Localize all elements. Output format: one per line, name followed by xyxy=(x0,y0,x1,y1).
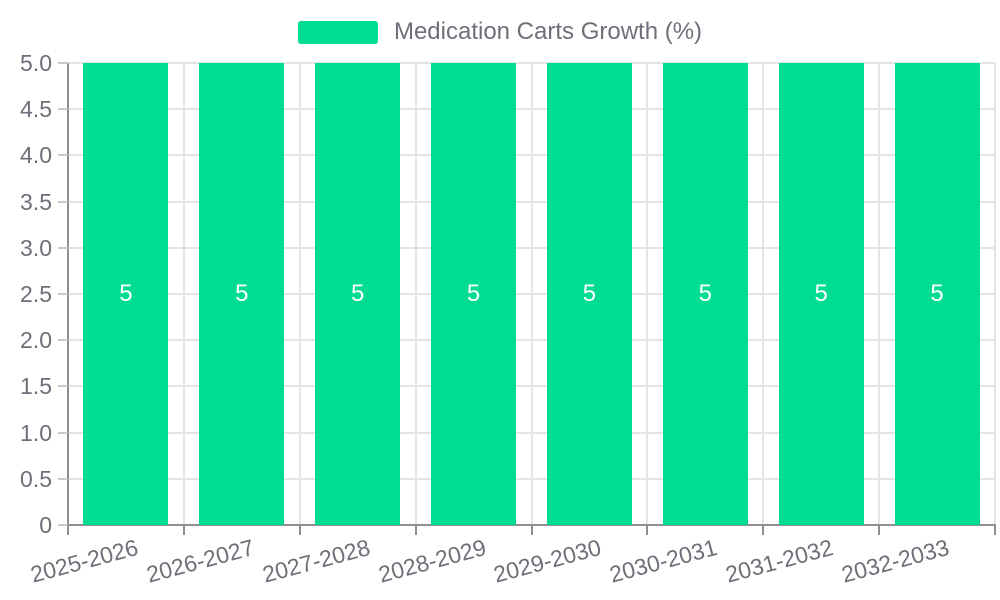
y-axis-tick xyxy=(58,431,68,434)
y-tick-label: 2.5 xyxy=(20,281,52,307)
y-axis-line xyxy=(67,63,69,525)
y-axis-tick xyxy=(58,385,68,388)
x-tick-label: 2031-2032 xyxy=(722,534,836,588)
bar-value-label: 5 xyxy=(582,280,597,307)
x-grid-line xyxy=(298,63,301,525)
x-axis-tick xyxy=(414,525,417,535)
x-axis-line xyxy=(58,524,996,526)
x-axis-tick xyxy=(182,525,185,535)
y-axis-tick xyxy=(58,62,68,64)
bar-value-label: 5 xyxy=(814,280,828,307)
bar-value-label: 5 xyxy=(119,280,133,307)
x-axis-tick xyxy=(298,525,301,535)
x-grid-line xyxy=(994,63,996,525)
y-tick-label: 4.0 xyxy=(20,142,52,169)
bar[interactable]: 5 xyxy=(315,63,401,525)
x-tick-label: 2026-2027 xyxy=(143,534,257,588)
y-tick-label: 1.5 xyxy=(20,373,52,400)
y-tick-label: 4.5 xyxy=(20,96,52,123)
x-tick-label: 2030-2031 xyxy=(607,534,721,588)
bar-value-label: 5 xyxy=(698,280,712,307)
x-axis-tick xyxy=(762,525,765,535)
y-tick-label: 2.0 xyxy=(20,327,52,354)
legend-label: Medication Carts Growth (%) xyxy=(393,18,703,45)
x-axis-tick xyxy=(530,525,533,535)
y-tick-label: 0.5 xyxy=(20,465,52,492)
x-axis-tick xyxy=(67,525,69,535)
bar[interactable]: 5 xyxy=(778,63,864,525)
x-tick-label: 2027-2028 xyxy=(259,534,373,588)
y-tick-label: 3.0 xyxy=(20,234,52,261)
y-tick-label: 0 xyxy=(39,512,52,538)
bar-value-label: 5 xyxy=(351,280,365,307)
x-axis-tick xyxy=(646,525,649,535)
y-axis-tick xyxy=(58,524,68,526)
x-grid-line xyxy=(878,63,881,525)
bar[interactable]: 5 xyxy=(199,63,285,525)
y-axis-tick xyxy=(58,154,68,157)
x-tick-label: 2028-2029 xyxy=(375,534,489,588)
y-axis-tick xyxy=(58,477,68,480)
y-axis-tick xyxy=(58,108,68,111)
x-tick-label: 2029-2030 xyxy=(491,534,605,588)
y-axis-tick xyxy=(58,200,68,203)
x-tick-label: 2025-2026 xyxy=(27,534,141,588)
legend-item[interactable]: Medication Carts Growth (%) xyxy=(0,18,1000,46)
x-tick-label: 2032-2033 xyxy=(838,534,952,588)
bar[interactable]: 5 xyxy=(662,63,748,525)
y-tick-label: 3.5 xyxy=(20,188,52,215)
x-grid-line xyxy=(646,63,649,525)
x-grid-line xyxy=(414,63,417,525)
legend-swatch-icon xyxy=(297,20,378,44)
y-axis-tick xyxy=(58,246,68,249)
x-grid-line xyxy=(762,63,765,525)
x-axis-tick xyxy=(994,525,996,535)
bar[interactable]: 5 xyxy=(83,63,169,525)
bar[interactable]: 5 xyxy=(546,63,632,525)
y-tick-label: 1.0 xyxy=(20,419,52,446)
bar-value-label: 5 xyxy=(466,280,481,307)
y-axis-tick xyxy=(58,339,68,342)
y-tick-label: 5.0 xyxy=(20,50,52,76)
x-axis-tick xyxy=(878,525,881,535)
bar[interactable]: 5 xyxy=(894,63,980,525)
bar-value-label: 5 xyxy=(235,280,249,307)
y-axis-tick xyxy=(58,293,68,295)
bar[interactable]: 5 xyxy=(431,63,517,525)
x-grid-line xyxy=(182,63,185,525)
bar-value-label: 5 xyxy=(930,280,944,307)
x-grid-line xyxy=(530,63,533,525)
